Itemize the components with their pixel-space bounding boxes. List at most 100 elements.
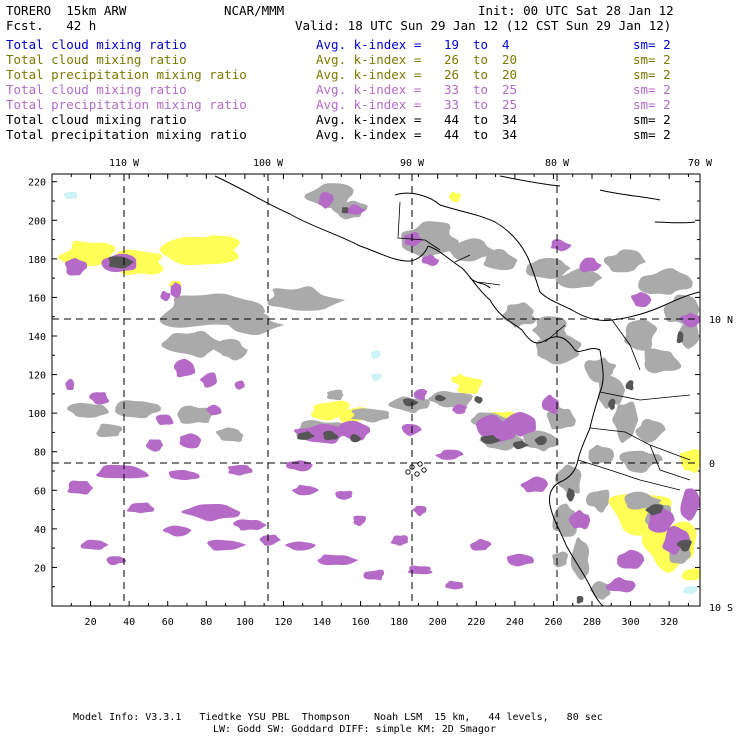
cyan-patch bbox=[370, 350, 381, 360]
legend-to-word: to bbox=[473, 52, 489, 67]
latitude-label: 10 N bbox=[709, 315, 733, 326]
dark-core bbox=[512, 440, 530, 450]
dark-core bbox=[566, 487, 575, 502]
gray-patch bbox=[214, 338, 248, 361]
purple-patch bbox=[413, 388, 428, 401]
x-tick-label: 220 bbox=[467, 617, 485, 628]
country-border bbox=[397, 201, 426, 241]
x-tick-label: 160 bbox=[352, 617, 370, 628]
gray-patch bbox=[619, 450, 664, 473]
legend-stat: Avg. k-index = bbox=[316, 67, 422, 82]
purple-patch bbox=[680, 312, 700, 328]
gray-patch bbox=[552, 551, 568, 568]
gray-patch bbox=[428, 391, 473, 409]
gray-patch bbox=[555, 464, 582, 494]
dark-core bbox=[350, 434, 362, 443]
coastline bbox=[214, 175, 429, 262]
yellow-patch bbox=[449, 191, 461, 203]
purple-patch bbox=[207, 539, 247, 551]
gray-patch bbox=[555, 266, 603, 289]
latitude-label: 10 S bbox=[709, 603, 733, 614]
galapagos-island bbox=[414, 471, 420, 477]
yellow-patch bbox=[681, 568, 700, 581]
gray-patch bbox=[67, 402, 109, 418]
purple-patch bbox=[317, 554, 359, 566]
purple-patch bbox=[541, 394, 560, 415]
purple-patch bbox=[146, 439, 164, 452]
coastline bbox=[549, 349, 605, 606]
legend-to-word: to bbox=[473, 97, 489, 112]
dark-core bbox=[297, 431, 316, 440]
purple-patch bbox=[227, 464, 253, 476]
purple-patch bbox=[579, 257, 602, 273]
gray-patch bbox=[525, 257, 571, 279]
legend-field: Total cloud mixing ratio bbox=[6, 52, 187, 67]
purple-patch bbox=[390, 535, 409, 546]
purple-patch bbox=[469, 538, 492, 551]
gray-patch bbox=[502, 302, 536, 328]
purple-patch bbox=[65, 378, 75, 391]
legend-field: Total precipitation mixing ratio bbox=[6, 67, 247, 82]
x-tick-label: 120 bbox=[274, 617, 292, 628]
purple-patch bbox=[407, 565, 433, 575]
legend-smoothing: sm= 2 bbox=[633, 37, 671, 52]
cyan-patch bbox=[682, 586, 698, 595]
legend-stat: Avg. k-index = bbox=[316, 37, 422, 52]
country-border bbox=[454, 254, 471, 263]
purple-patch bbox=[234, 380, 245, 390]
purple-patch bbox=[568, 509, 591, 530]
purple-patch bbox=[80, 539, 109, 550]
purple-patch bbox=[181, 503, 241, 522]
gray-patch bbox=[588, 445, 615, 465]
country-border bbox=[599, 391, 691, 401]
legend-stat: Avg. k-index = bbox=[316, 97, 422, 112]
cloud-fields bbox=[58, 183, 700, 604]
gray-patch bbox=[612, 401, 639, 443]
x-tick-labels: 20 40 60 80 100 120 140 160 180 200 220 240 260 280 30… bbox=[85, 617, 679, 628]
purple-patch bbox=[680, 488, 700, 521]
purple-patch bbox=[506, 553, 534, 567]
gray-patch bbox=[161, 330, 231, 358]
purple-patch bbox=[412, 505, 427, 517]
purple-patch bbox=[206, 404, 222, 416]
x-tick-label: 100 bbox=[236, 617, 254, 628]
purple-patch bbox=[96, 464, 149, 479]
legend-to-word: to bbox=[473, 127, 489, 142]
purple-patch bbox=[160, 290, 171, 302]
dark-core bbox=[576, 595, 584, 604]
galapagos-island bbox=[421, 467, 427, 473]
x-tick-label: 300 bbox=[622, 617, 640, 628]
y-tick-label: 100 bbox=[28, 409, 46, 420]
legend-to-word: to bbox=[473, 112, 489, 127]
legend-k-from: 33 bbox=[444, 82, 460, 97]
gray-patch bbox=[598, 374, 626, 409]
x-tick-label: 180 bbox=[390, 617, 408, 628]
gray-patch bbox=[532, 316, 567, 343]
x-tick-label: 320 bbox=[660, 617, 678, 628]
latitude-labels: 10 N 0 10 S bbox=[709, 315, 733, 614]
legend-k-to: 20 bbox=[502, 67, 518, 82]
purple-patch bbox=[435, 449, 464, 460]
purple-patch bbox=[662, 525, 691, 555]
purple-patch bbox=[617, 549, 645, 569]
gray-patch bbox=[267, 286, 346, 311]
dark-core bbox=[480, 435, 502, 445]
legend-k-to: 25 bbox=[502, 97, 518, 112]
purple-patch bbox=[476, 414, 516, 443]
country-border bbox=[424, 239, 441, 251]
x-tick-label: 140 bbox=[313, 617, 331, 628]
dark-core bbox=[402, 398, 419, 407]
yellow-patch bbox=[205, 235, 224, 246]
longitude-label: 70 W bbox=[688, 158, 713, 169]
purple-patch bbox=[605, 577, 636, 593]
purple-patch bbox=[162, 525, 192, 537]
gray-patch bbox=[635, 418, 666, 443]
legend-smoothing: sm= 2 bbox=[633, 67, 671, 82]
purple-patch bbox=[89, 392, 110, 405]
dark-core bbox=[676, 331, 684, 344]
purple-patch bbox=[64, 258, 88, 276]
dark-core bbox=[341, 207, 349, 214]
gray-patch bbox=[115, 400, 162, 419]
y-tick-label: 200 bbox=[28, 216, 46, 227]
